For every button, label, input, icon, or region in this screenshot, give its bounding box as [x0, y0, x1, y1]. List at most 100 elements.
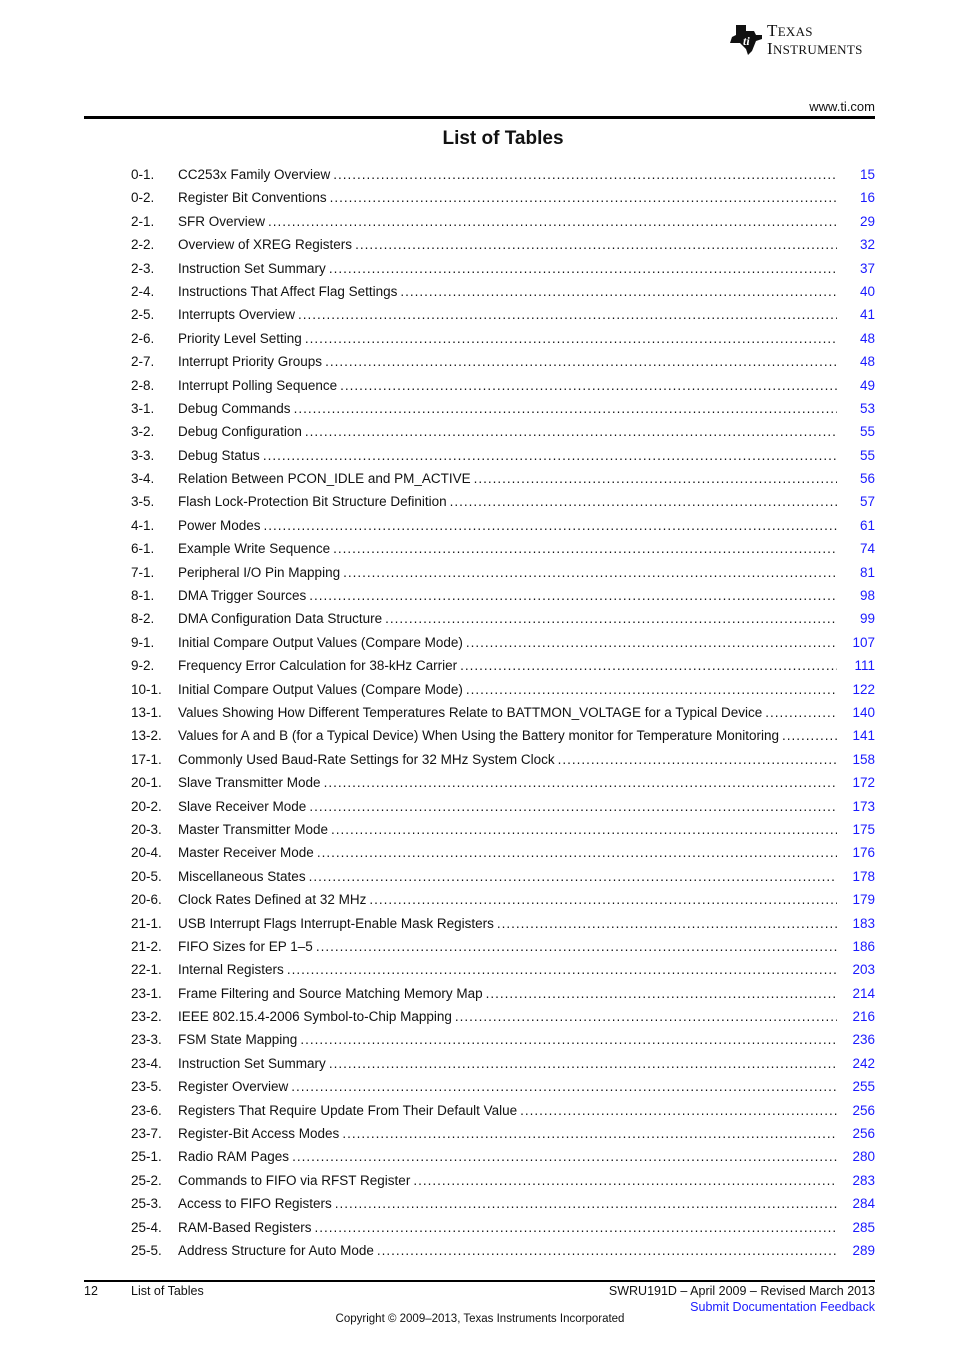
toc-entry[interactable]: 10-1. Initial Compare Output Values (Comp…	[131, 678, 875, 701]
page-link[interactable]: 255	[852, 1079, 875, 1095]
toc-entry[interactable]: 23-7. Register-Bit Access Modes 256	[131, 1122, 875, 1145]
page-link[interactable]: 122	[852, 681, 875, 697]
toc-entry[interactable]: 2-1. SFR Overview 29	[131, 210, 875, 233]
table-title[interactable]: DMA Trigger Sources	[178, 588, 307, 604]
page-link[interactable]: 158	[852, 751, 875, 767]
page-link[interactable]: 98	[859, 588, 875, 604]
page-link[interactable]: 203	[852, 962, 875, 978]
toc-entry[interactable]: 17-1. Commonly Used Baud-Rate Settings fo…	[131, 748, 875, 771]
toc-entry[interactable]: 3-2. Debug Configuration 55	[131, 420, 875, 443]
table-title[interactable]: Slave Transmitter Mode	[178, 775, 321, 791]
toc-entry[interactable]: 7-1. Peripheral I/O Pin Mapping 81	[131, 561, 875, 584]
page-link[interactable]: 141	[852, 728, 875, 744]
page-link[interactable]: 107	[852, 634, 875, 650]
toc-entry[interactable]: 3-3. Debug Status 55	[131, 444, 875, 467]
toc-entry[interactable]: 3-4. Relation Between PCON_IDLE and PM_AC…	[131, 467, 875, 490]
toc-entry[interactable]: 3-1. Debug Commands 53	[131, 397, 875, 420]
table-title[interactable]: Frequency Error Calculation for 38-kHz C…	[178, 658, 458, 674]
table-title[interactable]: Radio RAM Pages	[178, 1149, 290, 1165]
table-title[interactable]: Master Receiver Mode	[178, 845, 314, 861]
table-title[interactable]: Clock Rates Defined at 32 MHz	[178, 892, 367, 908]
toc-entry[interactable]: 20-4. Master Receiver Mode 176	[131, 841, 875, 864]
table-title[interactable]: Commands to FIFO via RFST Register	[178, 1172, 411, 1188]
toc-entry[interactable]: 23-2. IEEE 802.15.4-2006 Symbol-to-Chip M…	[131, 1005, 875, 1028]
table-title[interactable]: SFR Overview	[178, 213, 266, 229]
toc-entry[interactable]: 2-3. Instruction Set Summary 37	[131, 257, 875, 280]
toc-entry[interactable]: 25-2. Commands to FIFO via RFST Register 2…	[131, 1169, 875, 1192]
toc-entry[interactable]: 2-2. Overview of XREG Registers 32	[131, 233, 875, 256]
page-link[interactable]: 214	[852, 985, 875, 1001]
toc-entry[interactable]: 25-3. Access to FIFO Registers 284	[131, 1192, 875, 1215]
table-title[interactable]: Commonly Used Baud-Rate Settings for 32 …	[178, 751, 555, 767]
page-link[interactable]: 53	[859, 400, 875, 416]
page-link[interactable]: 56	[859, 471, 875, 487]
page-link[interactable]: 74	[859, 541, 875, 557]
toc-entry[interactable]: 25-4. RAM-Based Registers 285	[131, 1216, 875, 1239]
table-title[interactable]: Debug Commands	[178, 400, 291, 416]
toc-entry[interactable]: 8-1. DMA Trigger Sources 98	[131, 584, 875, 607]
table-title[interactable]: Flash Lock-Protection Bit Structure Defi…	[178, 494, 447, 510]
toc-entry[interactable]: 25-5. Address Structure for Auto Mode 289	[131, 1239, 875, 1262]
page-link[interactable]: 179	[852, 892, 875, 908]
table-title[interactable]: Interrupt Priority Groups	[178, 354, 323, 370]
toc-entry[interactable]: 20-3. Master Transmitter Mode 175	[131, 818, 875, 841]
toc-entry[interactable]: 20-6. Clock Rates Defined at 32 MHz 179	[131, 888, 875, 911]
table-title[interactable]: Instructions That Affect Flag Settings	[178, 283, 398, 299]
toc-entry[interactable]: 2-6. Priority Level Setting 48	[131, 327, 875, 350]
page-link[interactable]: 256	[852, 1102, 875, 1118]
page-link[interactable]: 173	[852, 798, 875, 814]
toc-entry[interactable]: 20-2. Slave Receiver Mode 173	[131, 795, 875, 818]
page-link[interactable]: 289	[852, 1242, 875, 1258]
table-title[interactable]: Priority Level Setting	[178, 330, 302, 346]
table-title[interactable]: DMA Configuration Data Structure	[178, 611, 383, 627]
page-link[interactable]: 236	[852, 1032, 875, 1048]
page-link[interactable]: 176	[852, 845, 875, 861]
table-title[interactable]: Miscellaneous States	[178, 868, 306, 884]
table-title[interactable]: Register-Bit Access Modes	[178, 1126, 340, 1142]
table-title[interactable]: Internal Registers	[178, 962, 284, 978]
page-link[interactable]: 216	[852, 1009, 875, 1025]
toc-entry[interactable]: 21-1. USB Interrupt Flags Interrupt-Enabl…	[131, 912, 875, 935]
toc-entry[interactable]: 20-1. Slave Transmitter Mode 172	[131, 771, 875, 794]
table-title[interactable]: Interrupt Polling Sequence	[178, 377, 338, 393]
page-link[interactable]: 37	[859, 260, 875, 276]
page-link[interactable]: 48	[859, 330, 875, 346]
page-link[interactable]: 55	[859, 424, 875, 440]
page-link[interactable]: 40	[859, 283, 875, 299]
table-title[interactable]: Debug Status	[178, 447, 260, 463]
table-title[interactable]: Instruction Set Summary	[178, 1055, 326, 1071]
table-title[interactable]: Power Modes	[178, 517, 261, 533]
table-title[interactable]: CC253x Family Overview	[178, 167, 331, 182]
page-link[interactable]: 283	[852, 1172, 875, 1188]
table-title[interactable]: Example Write Sequence	[178, 541, 331, 557]
page-link[interactable]: 178	[852, 868, 875, 884]
table-title[interactable]: Access to FIFO Registers	[178, 1196, 332, 1212]
table-title[interactable]: Relation Between PCON_IDLE and PM_ACTIVE	[178, 471, 471, 487]
page-link[interactable]: 256	[852, 1126, 875, 1142]
page-link[interactable]: 242	[852, 1055, 875, 1071]
table-title[interactable]: Master Transmitter Mode	[178, 821, 329, 837]
table-title[interactable]: Peripheral I/O Pin Mapping	[178, 564, 341, 580]
table-title[interactable]: IEEE 802.15.4-2006 Symbol-to-Chip Mappin…	[178, 1009, 452, 1025]
toc-entry[interactable]: 22-1. Internal Registers 203	[131, 958, 875, 981]
toc-entry[interactable]: 2-8. Interrupt Polling Sequence 49	[131, 374, 875, 397]
toc-entry[interactable]: 13-1. Values Showing How Different Temper…	[131, 701, 875, 724]
page-link[interactable]: 99	[859, 611, 875, 627]
page-link[interactable]: 61	[859, 517, 875, 533]
page-link[interactable]: 41	[859, 307, 875, 323]
toc-entry[interactable]: 21-2. FIFO Sizes for EP 1–5 186	[131, 935, 875, 958]
table-title[interactable]: Frame Filtering and Source Matching Memo…	[178, 985, 483, 1001]
toc-entry[interactable]: 6-1. Example Write Sequence 74	[131, 537, 875, 560]
page-link[interactable]: 15	[859, 167, 875, 182]
toc-entry[interactable]: 2-7. Interrupt Priority Groups 48	[131, 350, 875, 373]
page-link[interactable]: 280	[852, 1149, 875, 1165]
toc-entry[interactable]: 2-4. Instructions That Affect Flag Settin…	[131, 280, 875, 303]
table-title[interactable]: Values for A and B (for a Typical Device…	[178, 728, 780, 744]
page-link[interactable]: 81	[859, 564, 875, 580]
page-link[interactable]: 175	[852, 821, 875, 837]
page-link[interactable]: 183	[852, 915, 875, 931]
table-title[interactable]: Initial Compare Output Values (Compare M…	[178, 681, 463, 697]
toc-entry[interactable]: 0-1. CC253x Family Overview 15	[131, 163, 875, 186]
toc-entry[interactable]: 23-6. Registers That Require Update From …	[131, 1099, 875, 1122]
toc-entry[interactable]: 25-1. Radio RAM Pages 280	[131, 1145, 875, 1168]
